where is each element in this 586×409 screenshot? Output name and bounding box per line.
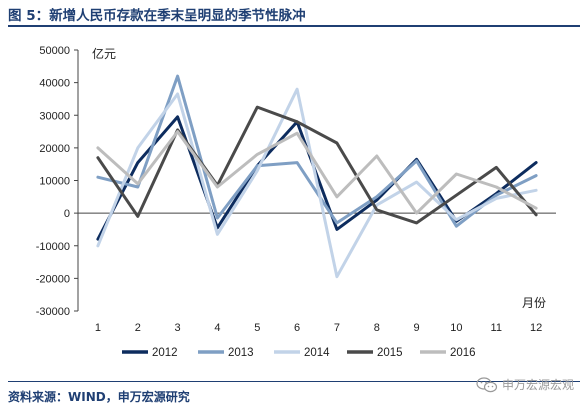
legend-label-2015: 2015 — [377, 347, 403, 359]
x-tick-label: 1 — [95, 322, 101, 334]
x-tick-labels: 1 2 3 4 5 6 7 8 9 10 11 12 — [95, 322, 542, 334]
y-tick-label: 0 — [64, 208, 70, 220]
series-line-2016 — [96, 130, 538, 215]
y-tick-label: 20000 — [39, 143, 70, 155]
x-axis-unit-label: 月份 — [522, 296, 546, 310]
y-tick-label: 50000 — [39, 45, 70, 57]
legend-label-2016: 2016 — [450, 347, 476, 359]
source-note: 资料来源：WIND，申万宏源研究 — [8, 390, 190, 404]
x-tick-label: 8 — [374, 322, 380, 334]
series-line-2013 — [96, 74, 538, 228]
x-tick-label: 12 — [530, 322, 542, 334]
series-lines — [96, 74, 538, 279]
y-axis-unit-label: 亿元 — [92, 46, 116, 61]
x-tick-label: 3 — [175, 322, 181, 334]
x-tick-label: 11 — [491, 322, 502, 334]
y-tick-labels: -30000 -20000 -10000 0 10000 20000 30000 40000 5… — [36, 45, 70, 318]
x-tick-label: 10 — [450, 322, 462, 334]
figure-title: 图 5：新增人民币存款在季末呈明显的季节性脉冲 — [8, 8, 306, 24]
x-tick-label: 7 — [334, 322, 340, 334]
y-tick-label: -30000 — [36, 306, 70, 318]
x-tick-label: 9 — [414, 322, 420, 334]
chart-legend: 2012 2013 2014 2015 2016 — [122, 347, 476, 359]
title-divider — [8, 25, 580, 27]
x-tick-label: 4 — [214, 322, 220, 334]
footer-divider — [8, 381, 580, 382]
x-tick-label: 2 — [135, 322, 141, 334]
chart-axes — [74, 49, 556, 312]
y-tick-label: 10000 — [39, 176, 70, 188]
x-tick-label: 5 — [254, 322, 260, 334]
series-line-2015 — [96, 105, 538, 225]
watermark: 申万宏源宏观 — [476, 376, 574, 393]
y-tick-label: 30000 — [39, 110, 70, 122]
y-tick-label: -10000 — [36, 241, 70, 253]
wechat-icon — [476, 376, 498, 392]
y-tick-label: 40000 — [39, 78, 70, 90]
x-tick-label: 6 — [294, 322, 300, 334]
y-tick-label: -20000 — [36, 273, 70, 285]
watermark-text: 申万宏源宏观 — [501, 378, 574, 392]
legend-label-2012: 2012 — [152, 347, 178, 359]
legend-label-2014: 2014 — [304, 347, 330, 359]
series-line-2014 — [96, 87, 538, 279]
legend-label-2013: 2013 — [228, 347, 254, 359]
